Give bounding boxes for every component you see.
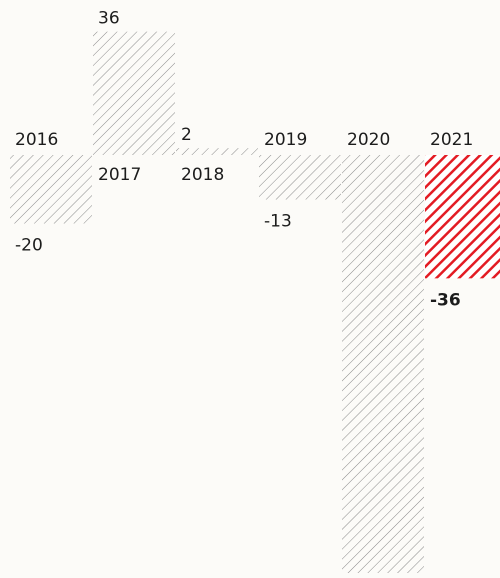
value-label-2018: 2 (181, 125, 192, 145)
bar-2019 (259, 155, 341, 200)
bar-2021 (425, 155, 500, 279)
value-label-2019: -13 (264, 212, 292, 232)
value-label-2021: -36 (430, 290, 461, 310)
category-label-2018: 2018 (181, 165, 224, 185)
bar-2017 (93, 31, 175, 155)
category-label-2020: 2020 (347, 130, 390, 150)
bar-2016 (10, 155, 92, 224)
category-label-2017: 2017 (98, 165, 141, 185)
category-label-2016: 2016 (15, 130, 58, 150)
bar-2020 (342, 155, 424, 573)
bar-2018 (176, 148, 258, 155)
value-label-2017: 36 (98, 9, 120, 29)
category-label-2021: 2021 (430, 130, 473, 150)
value-label-2016: -20 (15, 236, 43, 256)
category-label-2019: 2019 (264, 130, 307, 150)
